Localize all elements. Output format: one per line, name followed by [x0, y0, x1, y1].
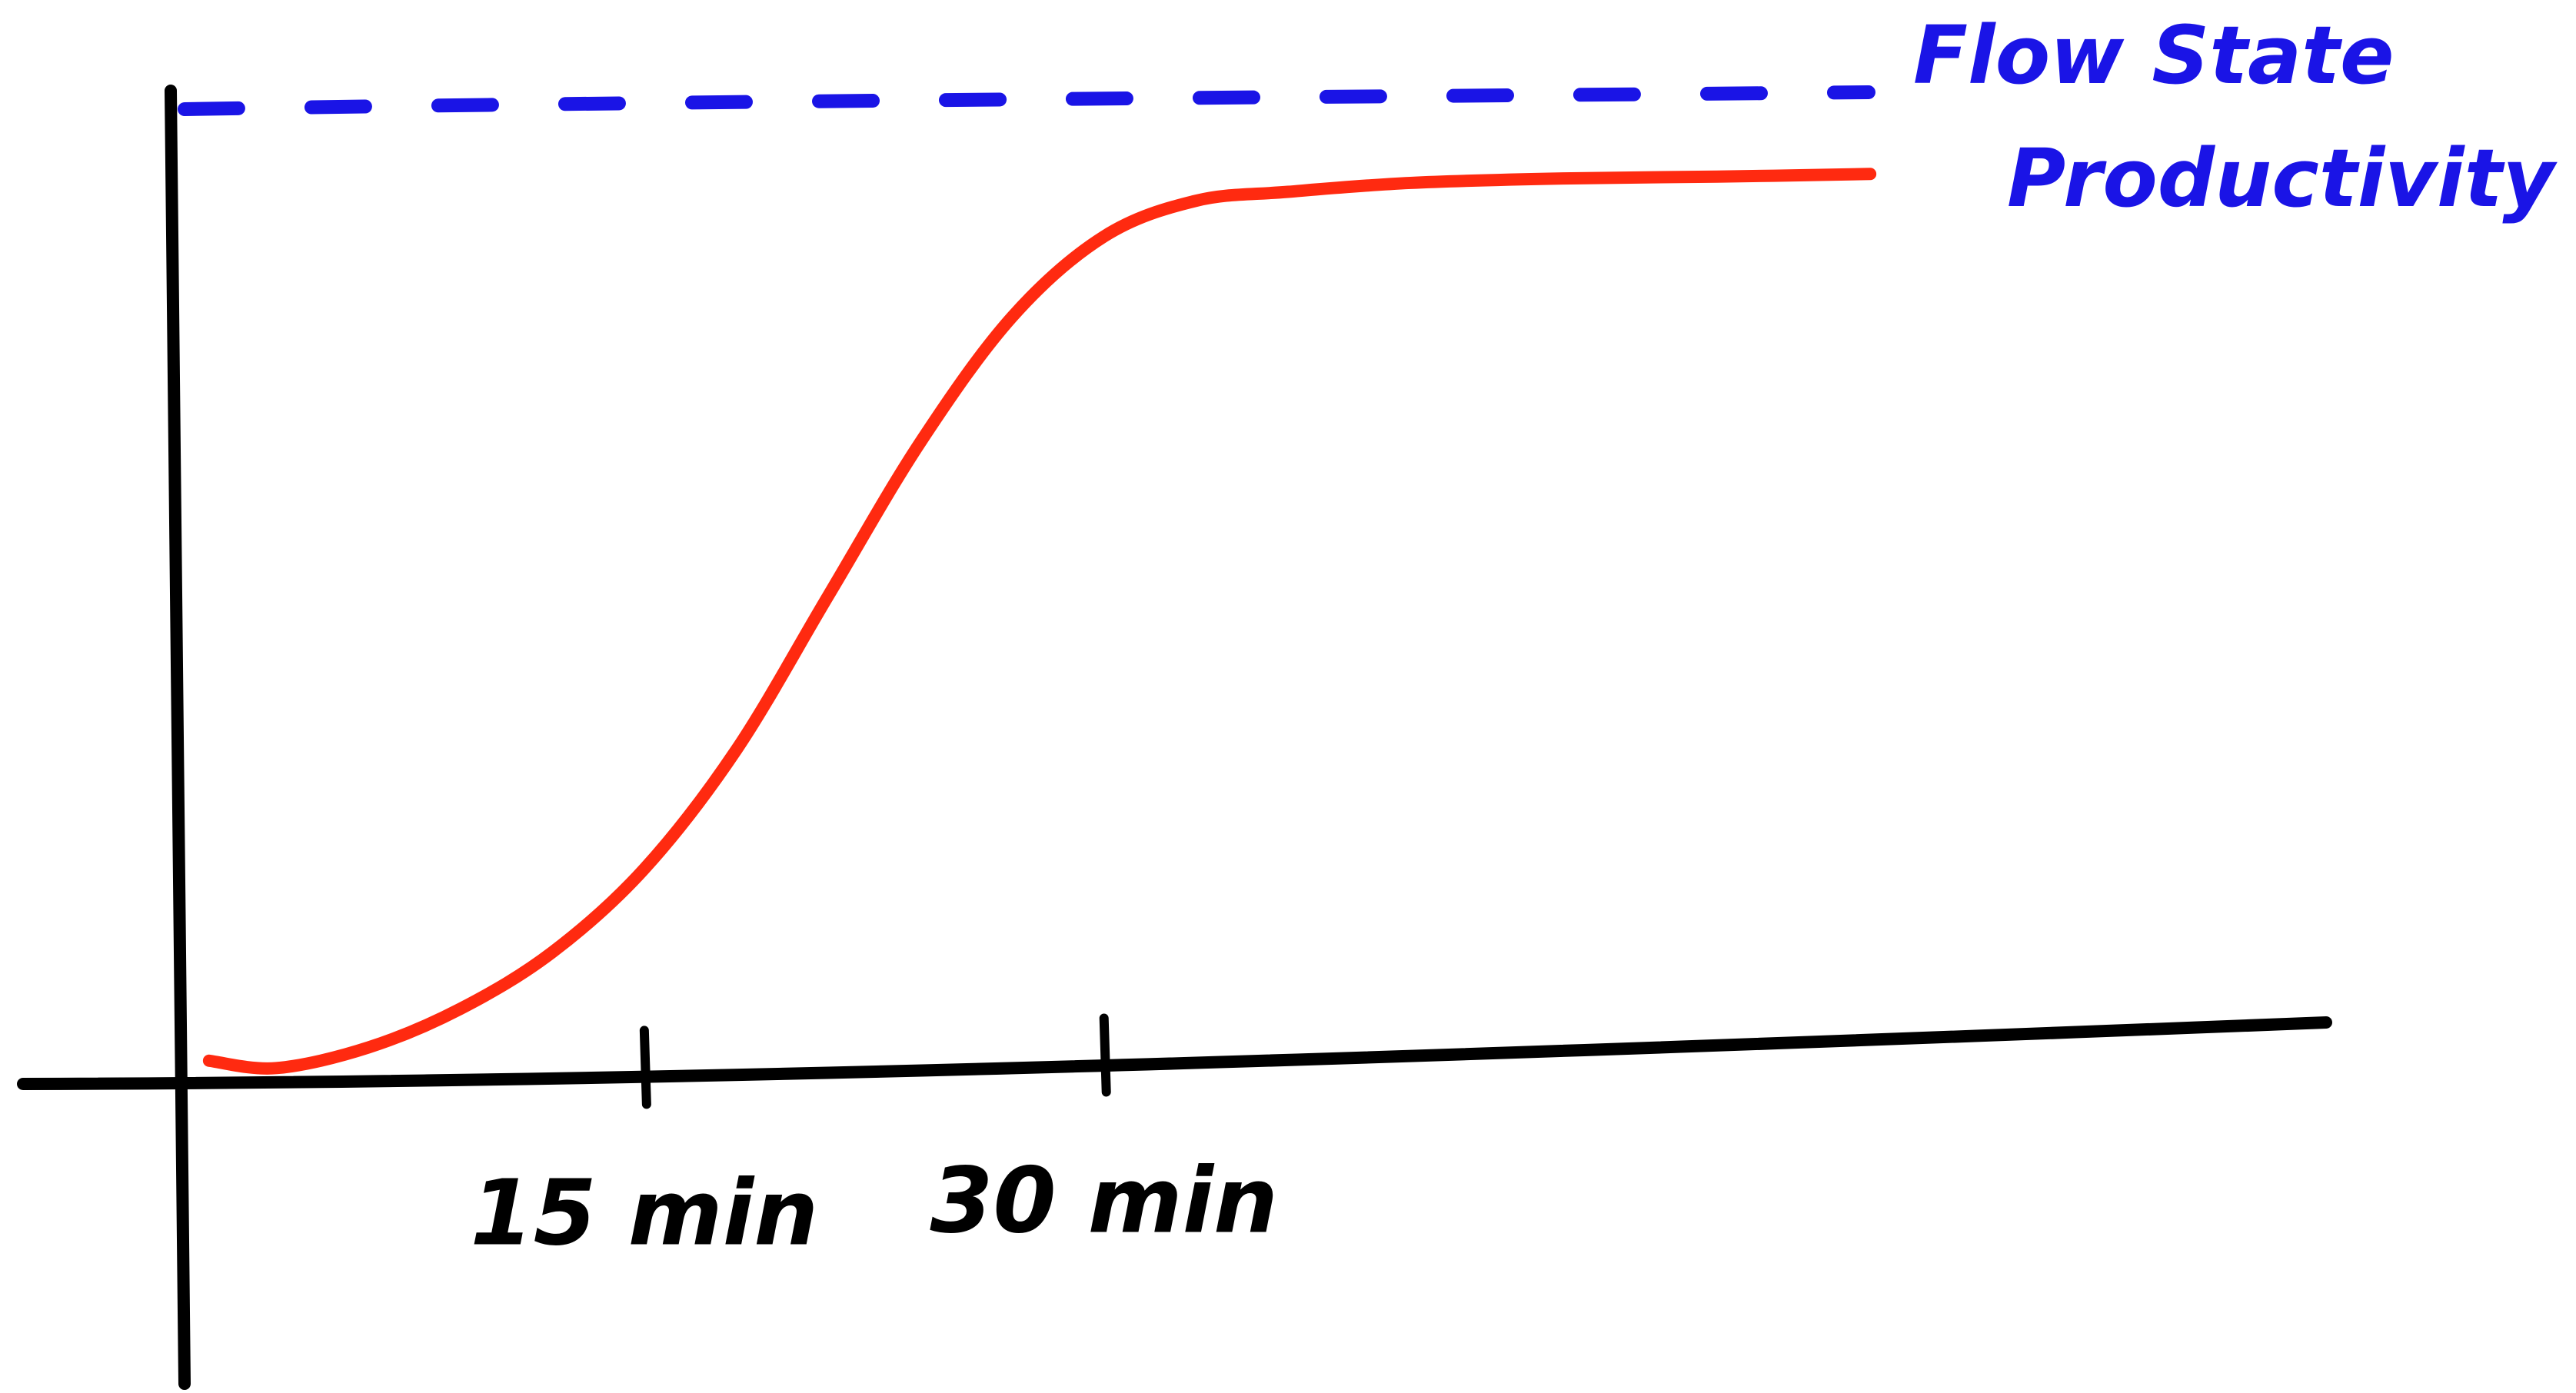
x-tick-marks — [639, 1013, 1111, 1109]
productivity-label: Productivity — [2007, 131, 2558, 225]
x-tick-30 — [1099, 1013, 1111, 1097]
flow-state-label: Flow State — [1913, 8, 2394, 102]
axes — [17, 85, 2332, 1390]
productivity-curve — [202, 168, 1877, 1075]
x-axis — [17, 1016, 2332, 1090]
flow-state-reference-line — [178, 85, 1875, 116]
y-axis — [165, 85, 191, 1390]
x-tick-label-15: 15 min — [471, 1159, 819, 1265]
x-tick-15 — [639, 1026, 651, 1109]
x-tick-label-30: 30 min — [930, 1147, 1278, 1253]
x-tick-labels: 15 min 30 min — [471, 1147, 1279, 1265]
